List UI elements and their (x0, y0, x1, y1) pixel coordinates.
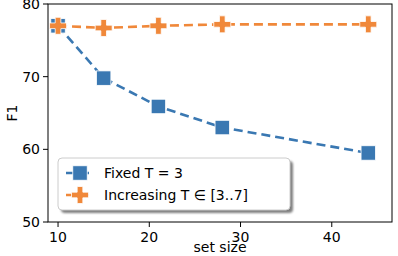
x-tick (331, 222, 332, 227)
y-tick-label: 80 (22, 0, 40, 12)
marker-plus (72, 187, 89, 204)
y-tick (43, 76, 48, 77)
marker-square (361, 146, 375, 160)
marker-plus (95, 19, 112, 36)
marker-plus (360, 16, 377, 33)
marker-square (215, 120, 229, 134)
marker-plus (150, 17, 167, 34)
x-tick-label: 40 (323, 229, 341, 245)
y-tick-label: 50 (22, 214, 40, 230)
y-tick-label: 70 (22, 69, 40, 85)
marker-plus (50, 17, 67, 34)
legend-box (58, 158, 290, 210)
marker-square (73, 166, 87, 180)
plot-area (50, 16, 377, 160)
x-tick-label: 20 (140, 229, 158, 245)
y-axis-label: F1 (4, 105, 20, 122)
y-tick (43, 4, 48, 5)
x-axis-label: set size (194, 239, 247, 255)
legend-label: Increasing T ∈ [3..7] (104, 187, 248, 203)
plot-frame (48, 4, 392, 222)
x-tick (149, 222, 150, 227)
legend-label: Fixed T = 3 (104, 165, 183, 181)
marker-square (151, 99, 165, 113)
y-tick (43, 222, 48, 223)
marker-plus (214, 16, 231, 33)
chart: 5060708010203040set sizeF1Fixed T = 3Inc… (0, 0, 398, 256)
x-tick-label: 10 (49, 229, 67, 245)
legend: Fixed T = 3 Increasing T ∈ [3..7] (58, 158, 293, 213)
y-tick (43, 149, 48, 150)
x-tick (58, 222, 59, 227)
y-tick-label: 60 (22, 141, 40, 157)
series-line (58, 26, 368, 153)
marker-square (96, 71, 110, 85)
x-tick (240, 222, 241, 227)
